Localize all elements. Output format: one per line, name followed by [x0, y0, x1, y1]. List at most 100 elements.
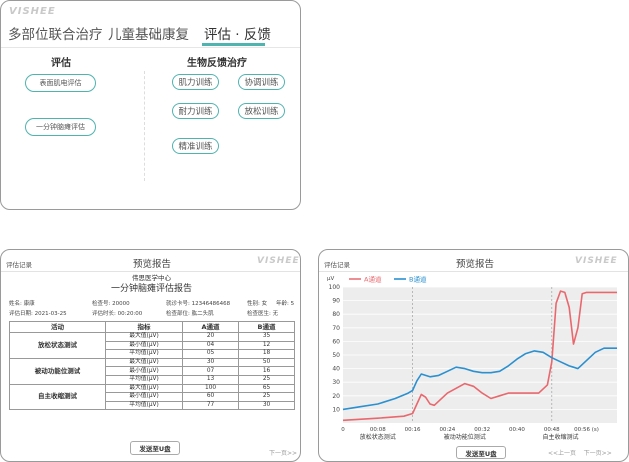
- organization-name: 伟思医学中心: [132, 274, 171, 282]
- y-tick-label: 30: [332, 379, 340, 386]
- report-title: 一分钟脑瘫评估报告: [110, 284, 192, 294]
- activity-cell: 自主收缩测试: [9, 383, 106, 411]
- tab-multi-part-therapy[interactable]: 多部位联合治疗: [8, 27, 103, 43]
- nav-divider: [1, 47, 300, 48]
- y-tick-label: 100: [329, 284, 341, 291]
- chart-series: [342, 290, 617, 422]
- y-tick-label: 90: [332, 298, 340, 305]
- table-row: 被动功能位测试 最大值(μV) 30 50: [9, 357, 295, 385]
- value-b-cell: 50: [238, 357, 295, 368]
- header-divider: [1, 271, 300, 272]
- exam-number: 检查号: 20000: [92, 301, 130, 307]
- metric-cell: 最大值(μV): [105, 383, 183, 394]
- phase-label: 自主收缩测试: [542, 433, 578, 441]
- exam-doctor: 检查医生: 无: [247, 311, 279, 317]
- chart-ticks: 10 20 30 40 50 60 70 80 90 100 0 00:08 00:16 00:24 00:…: [329, 284, 599, 441]
- value-b-cell: 65: [238, 383, 295, 394]
- rehab-menu-panel: VISHEE 多部位联合治疗 儿童基础康复 评估 · 反馈 评估 生物反馈治疗 …: [0, 0, 301, 210]
- exam-part: 检查部位: 肱二头肌: [166, 311, 214, 317]
- series-line-a: [342, 290, 617, 422]
- page-navigation[interactable]: <<上一页 下一页>>: [548, 450, 612, 457]
- phase-label: 被动功能位测试: [444, 433, 486, 441]
- value-b-cell: 25: [238, 374, 295, 385]
- legend-label: B通道: [409, 275, 427, 284]
- coordination-training-button[interactable]: 协调训练: [238, 74, 285, 90]
- x-tick-label: 0: [341, 427, 345, 433]
- x-tick-label: 00:08: [370, 427, 386, 433]
- y-tick-label: 20: [332, 393, 340, 400]
- activity-cell: 放松状态测试: [9, 332, 106, 359]
- y-tick-label: 50: [332, 352, 340, 359]
- tab-child-rehab[interactable]: 儿童基础康复: [108, 27, 189, 43]
- metric-cell: 最小值(μV): [105, 392, 183, 402]
- table-row: 平均值(μV) 77 30: [10, 400, 295, 411]
- metric-cell: 最小值(μV): [105, 340, 183, 351]
- biofeedback-section-title: 生物反馈治疗: [187, 58, 247, 69]
- brand-logo: VISHEE: [257, 256, 300, 266]
- activity-cell: 被动功能位测试: [9, 357, 106, 385]
- table-row: 自主收缩测试 最大值(μV) 100 65: [9, 383, 295, 411]
- card-number: 就诊卡号: 12346486468: [166, 301, 231, 307]
- precision-training-button[interactable]: 精准训练: [172, 138, 219, 154]
- col-header-activity: 活动: [9, 321, 106, 333]
- evaluation-records-link[interactable]: 评估记录: [324, 261, 350, 269]
- col-header-channel-a: A通道: [181, 321, 240, 333]
- col-header-channel-b: B通道: [238, 321, 295, 333]
- x-tick-label: 00:40: [509, 427, 525, 433]
- value-b-cell: 25: [238, 392, 295, 402]
- next-page-link[interactable]: 下一页>>: [269, 450, 298, 457]
- metric-cell: 最大值(μV): [105, 332, 183, 342]
- send-to-usb-button[interactable]: 发送至U盘: [130, 441, 180, 455]
- value-b-cell: 18: [238, 349, 295, 359]
- table-header-row: 活动 指标 A通道 B通道: [9, 321, 295, 333]
- col-header-metric: 指标: [105, 321, 183, 333]
- patient-age: 年龄: 5: [276, 301, 295, 307]
- value-a-cell: 04: [181, 340, 240, 351]
- y-tick-label: 60: [332, 338, 340, 345]
- evaluation-records-link[interactable]: 评估记录: [6, 261, 32, 269]
- eval-duration: 评估时长: 00:20:00: [92, 311, 143, 317]
- value-a-cell: 13: [181, 374, 240, 385]
- value-a-cell: 77: [181, 400, 240, 411]
- brand-logo: VISHEE: [575, 256, 618, 266]
- send-to-usb-button[interactable]: 发送至U盘: [456, 446, 506, 459]
- patient-name: 姓名: 康康: [9, 301, 35, 307]
- results-table: 活动 指标 A通道 B通道 放松状态测试 最大值(μV) 20 35 最小值(μ…: [9, 321, 295, 411]
- series-line-b: [342, 347, 617, 411]
- value-b-cell: 35: [238, 332, 295, 342]
- one-minute-cp-eval-button[interactable]: 一分钟脑瘫评估: [25, 118, 96, 136]
- value-b-cell: 30: [238, 400, 295, 411]
- endurance-training-button[interactable]: 耐力训练: [172, 103, 219, 119]
- value-a-cell: 100: [181, 383, 240, 394]
- evaluation-section-title: 评估: [51, 58, 71, 69]
- tab-evaluation-feedback[interactable]: 评估 · 反馈: [204, 27, 271, 43]
- value-b-cell: 16: [238, 366, 295, 376]
- strength-training-button[interactable]: 肌力训练: [172, 74, 219, 90]
- metric-cell: 平均值(μV): [105, 349, 183, 359]
- section-divider: [144, 71, 145, 181]
- phase-label: 放松状态测试: [360, 433, 396, 441]
- preview-report-title: 预览报告: [456, 259, 495, 270]
- y-tick-label: 40: [332, 366, 340, 373]
- report-table-panel: 评估记录 预览报告 VISHEE 伟思医学中心 一分钟脑瘫评估报告 姓名: 康康…: [0, 249, 301, 462]
- legend-label: A通道: [364, 275, 382, 284]
- value-a-cell: 30: [181, 357, 240, 368]
- table-row: 放松状态测试 最大值(μV) 20 35: [9, 332, 295, 359]
- y-axis-unit: μV: [327, 276, 334, 282]
- relaxation-training-button[interactable]: 放松训练: [238, 103, 285, 119]
- value-b-cell: 12: [238, 340, 295, 351]
- report-chart-panel: 评估记录 预览报告 VISHEE A通道 B通道 μV 10 20 30 40 50 60 7…: [318, 249, 629, 462]
- value-a-cell: 20: [181, 332, 240, 342]
- x-tick-label: 00:48: [544, 427, 560, 433]
- y-tick-label: 10: [332, 406, 340, 413]
- patient-sex: 性别: 女: [247, 301, 268, 307]
- metric-cell: 平均值(μV): [105, 374, 183, 385]
- metric-cell: 平均值(μV): [105, 400, 183, 411]
- y-tick-label: 70: [332, 325, 340, 332]
- x-tick-label: 00:24: [439, 427, 455, 433]
- surface-emg-eval-button[interactable]: 表面肌电评估: [25, 74, 96, 92]
- header-divider: [319, 271, 628, 272]
- emg-line-chart: A通道 B通道 μV 10 20 30 40 50 60 70 80 90 100 0 00:08 00:…: [327, 275, 617, 441]
- preview-report-title: 预览报告: [133, 259, 172, 270]
- x-tick-label: 00:32: [474, 427, 490, 433]
